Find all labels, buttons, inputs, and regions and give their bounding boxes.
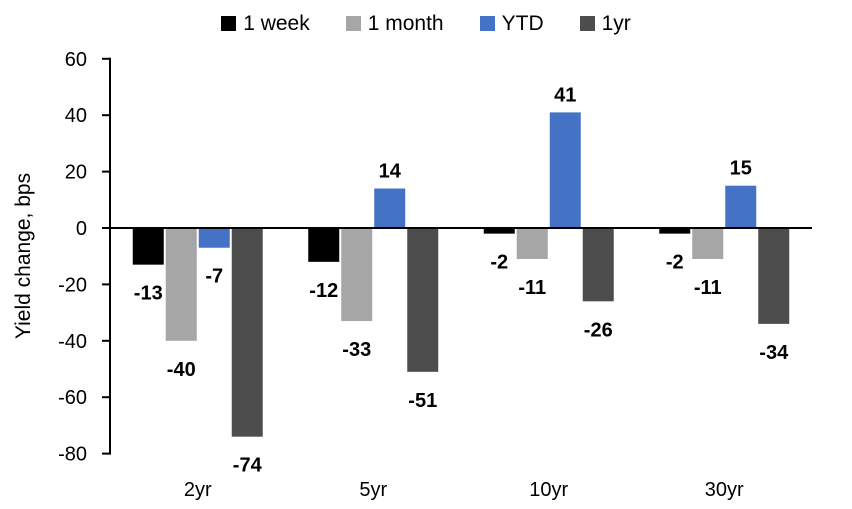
legend-item-YTD: YTD xyxy=(479,11,544,35)
bar-1-week-5yr xyxy=(308,228,340,262)
y-axis-tick-label: -60 xyxy=(58,387,87,409)
bar-value-label: 14 xyxy=(379,161,402,183)
bar-value-label: 15 xyxy=(730,158,752,180)
bar-value-label: -51 xyxy=(408,390,437,412)
bar-value-label: -33 xyxy=(342,339,371,361)
y-axis-tick-label: 60 xyxy=(65,49,87,71)
legend-swatch-icon xyxy=(479,15,495,31)
bar-YTD-30yr xyxy=(725,185,757,228)
bar-value-label: -26 xyxy=(584,319,613,341)
bar-1yr-2yr xyxy=(231,228,263,437)
legend-label: 1 month xyxy=(367,11,444,35)
bar-value-label: 41 xyxy=(554,84,576,106)
legend-swatch-icon xyxy=(221,15,237,31)
bar-value-label: -11 xyxy=(694,277,722,299)
bar-1-week-2yr xyxy=(132,228,164,265)
legend-label: 1 week xyxy=(243,11,310,35)
legend-swatch-icon xyxy=(579,15,595,31)
y-axis-tick-label: -40 xyxy=(58,331,87,353)
legend-item-1-week: 1 week xyxy=(221,13,310,34)
x-axis-category-label: 30yr xyxy=(705,479,744,501)
legend-label: YTD xyxy=(501,11,544,35)
bar-1-month-10yr xyxy=(516,228,548,260)
bar-1-week-10yr xyxy=(483,228,515,234)
bar-1-week-30yr xyxy=(659,228,691,234)
bar-YTD-5yr xyxy=(374,188,406,228)
y-axis-tick-label: -20 xyxy=(58,274,87,296)
bar-value-label: -11 xyxy=(518,277,546,299)
bar-1yr-10yr xyxy=(582,228,614,302)
bar-value-label: -7 xyxy=(205,266,223,288)
legend: 1 week 1 month YTD 1yr xyxy=(0,8,852,38)
legend-item-1-month: 1 month xyxy=(345,11,444,35)
x-axis-category-label: 2yr xyxy=(184,479,212,501)
legend-item-1yr: 1yr xyxy=(579,11,631,35)
legend-swatch-icon xyxy=(345,15,361,31)
bar-value-label: -2 xyxy=(490,252,508,274)
bar-1yr-30yr xyxy=(758,228,790,324)
bar-value-label: -74 xyxy=(233,455,263,477)
y-axis-tick-label: 40 xyxy=(65,105,87,127)
bar-value-label: -12 xyxy=(309,280,338,302)
bar-1-month-30yr xyxy=(692,228,724,260)
bar-value-label: -34 xyxy=(759,342,789,364)
bar-1yr-5yr xyxy=(407,228,439,372)
bar-YTD-10yr xyxy=(549,112,581,228)
x-axis-category-label: 5yr xyxy=(359,479,387,501)
bar-value-label: -13 xyxy=(134,283,163,305)
bar-YTD-2yr xyxy=(198,228,230,248)
legend-label: 1yr xyxy=(601,11,631,35)
y-axis-tick-label: 0 xyxy=(76,218,87,240)
bar-value-label: -2 xyxy=(666,252,684,274)
x-axis-category-label: 10yr xyxy=(529,479,568,501)
bar-1-month-5yr xyxy=(341,228,373,322)
y-axis-tick-label: 20 xyxy=(65,162,87,184)
y-axis-tick-label: -80 xyxy=(58,444,87,466)
bar-1-month-2yr xyxy=(165,228,197,341)
bar-value-label: -40 xyxy=(167,359,196,381)
